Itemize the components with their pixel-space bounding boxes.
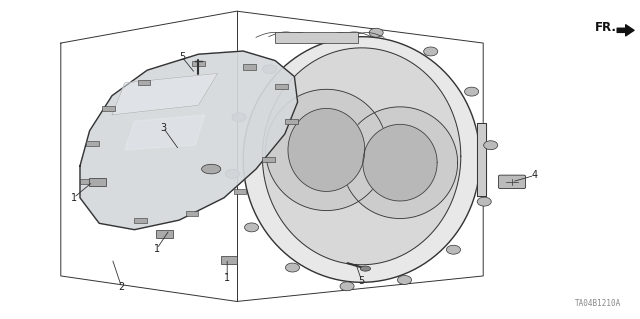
Ellipse shape — [477, 197, 492, 206]
Bar — [89, 178, 106, 186]
Ellipse shape — [369, 28, 383, 37]
Ellipse shape — [244, 223, 259, 232]
Circle shape — [202, 164, 221, 174]
Polygon shape — [80, 51, 298, 230]
Bar — [262, 157, 275, 162]
Circle shape — [360, 266, 371, 271]
Polygon shape — [266, 89, 387, 211]
Ellipse shape — [340, 282, 354, 291]
Text: 1: 1 — [224, 272, 230, 283]
Ellipse shape — [285, 263, 300, 272]
Polygon shape — [363, 124, 437, 201]
Bar — [138, 80, 150, 85]
Bar — [186, 211, 198, 216]
Text: FR.: FR. — [595, 21, 617, 33]
Bar — [192, 61, 205, 66]
Ellipse shape — [447, 245, 461, 254]
Bar — [221, 256, 237, 264]
Polygon shape — [243, 37, 480, 282]
Bar — [275, 84, 288, 89]
FancyArrowPatch shape — [617, 25, 634, 36]
Polygon shape — [125, 115, 205, 150]
FancyBboxPatch shape — [499, 175, 525, 189]
Text: 1: 1 — [70, 193, 77, 203]
Text: 5: 5 — [179, 52, 186, 63]
Polygon shape — [477, 123, 486, 196]
Bar — [80, 179, 93, 184]
Text: 5: 5 — [358, 276, 365, 286]
Polygon shape — [112, 73, 218, 115]
Ellipse shape — [484, 141, 498, 150]
Polygon shape — [262, 48, 461, 265]
Bar — [156, 230, 173, 238]
Ellipse shape — [262, 65, 276, 74]
Ellipse shape — [424, 47, 438, 56]
Polygon shape — [288, 108, 365, 191]
Text: 1: 1 — [154, 244, 160, 254]
Bar — [102, 106, 115, 111]
Text: 4: 4 — [531, 170, 538, 181]
Text: TA04B1210A: TA04B1210A — [575, 299, 621, 308]
Ellipse shape — [312, 34, 326, 43]
Bar — [275, 32, 358, 43]
Bar — [285, 119, 298, 124]
Ellipse shape — [232, 113, 246, 122]
Text: 3: 3 — [160, 122, 166, 133]
Ellipse shape — [397, 276, 412, 285]
Ellipse shape — [225, 169, 239, 178]
Bar — [243, 64, 256, 70]
Bar — [86, 141, 99, 146]
Bar — [234, 189, 246, 194]
Polygon shape — [342, 107, 458, 219]
Ellipse shape — [465, 87, 479, 96]
Text: 2: 2 — [118, 282, 125, 292]
Bar — [134, 218, 147, 223]
